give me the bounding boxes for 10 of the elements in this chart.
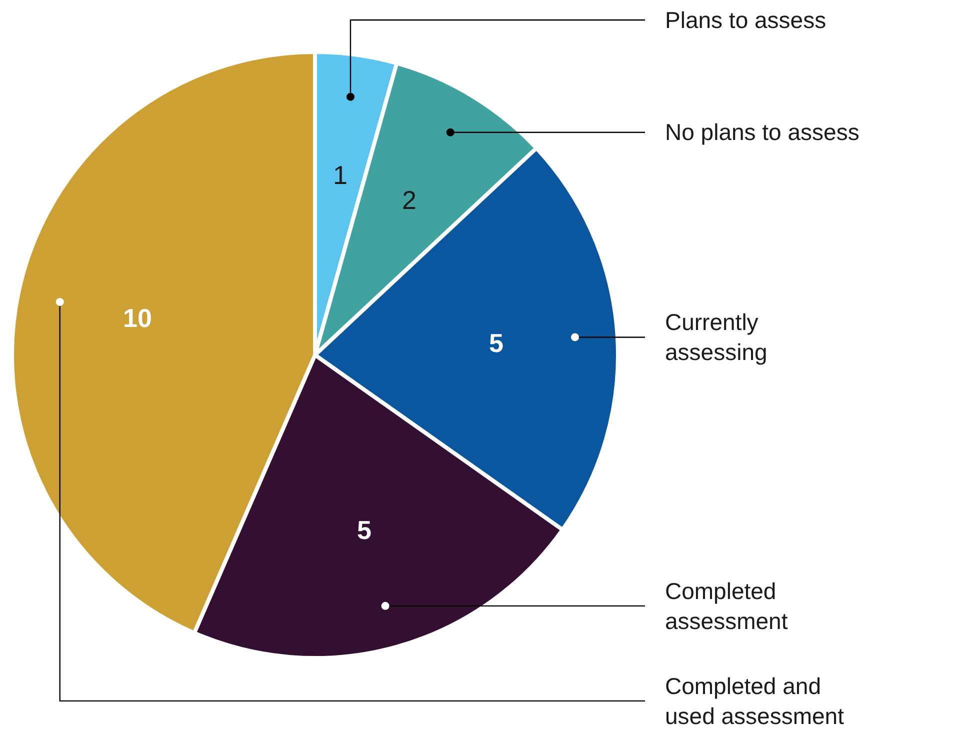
slice-label: No plans to assess xyxy=(665,119,860,145)
data-label: 2 xyxy=(402,185,416,215)
data-label: 5 xyxy=(357,515,372,545)
slice-label: Currently assessing xyxy=(665,309,768,365)
slice-label: Completed assessment xyxy=(665,578,788,634)
slice-label: Completed and used assessment xyxy=(665,673,845,729)
data-label: 1 xyxy=(333,160,348,190)
slice-label: Plans to assess xyxy=(665,7,826,33)
data-label: 5 xyxy=(489,328,504,358)
data-label: 10 xyxy=(123,303,152,333)
